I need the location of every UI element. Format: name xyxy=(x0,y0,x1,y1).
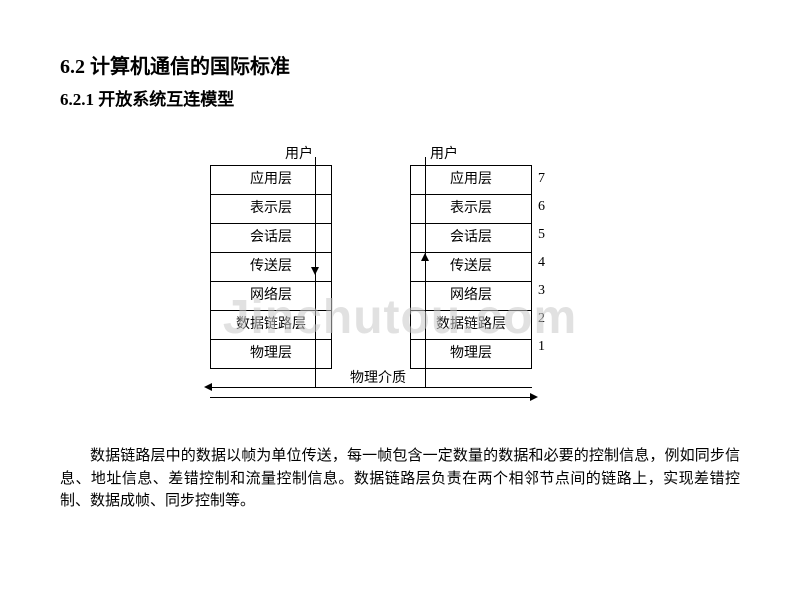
layer-number: 3 xyxy=(538,283,552,299)
layer-cell: 网络层 xyxy=(411,282,531,311)
layer-number: 7 xyxy=(538,171,552,187)
user-label-right: 用户 xyxy=(430,143,458,163)
layer-number: 4 xyxy=(538,255,552,271)
arrow-left-icon xyxy=(204,383,212,391)
osi-diagram: 用户 用户 应用层 表示层 会话层 传送层 网络层 数据链路层 物理层 应用层 … xyxy=(200,135,600,415)
medium-line xyxy=(210,387,532,388)
arrow-line xyxy=(315,157,316,362)
layer-number: 6 xyxy=(538,199,552,215)
layer-cell: 表示层 xyxy=(211,195,331,224)
connector-line xyxy=(315,362,316,388)
arrow-right-icon xyxy=(530,393,538,401)
layer-cell: 表示层 xyxy=(411,195,531,224)
layer-cell: 会话层 xyxy=(211,224,331,253)
subsection-heading: 6.2.1 开放系统互连模型 xyxy=(60,85,740,110)
layer-number: 5 xyxy=(538,227,552,243)
arrow-up-icon xyxy=(421,253,429,261)
layer-cell: 传送层 xyxy=(411,253,531,282)
body-paragraph: 数据链路层中的数据以帧为单位传送，每一帧包含一定数量的数据和必要的控制信息，例如… xyxy=(60,445,740,513)
osi-stack-right: 应用层 表示层 会话层 传送层 网络层 数据链路层 物理层 xyxy=(410,165,532,369)
layer-cell: 数据链路层 xyxy=(411,311,531,340)
layer-number: 1 xyxy=(538,339,552,355)
arrow-down-icon xyxy=(311,267,319,275)
layer-number: 2 xyxy=(538,311,552,327)
layer-cell: 数据链路层 xyxy=(211,311,331,340)
connector-line xyxy=(425,362,426,388)
layer-cell: 应用层 xyxy=(211,166,331,195)
layer-cell: 物理层 xyxy=(211,340,331,368)
user-label-left: 用户 xyxy=(285,143,313,163)
osi-diagram-container: 用户 用户 应用层 表示层 会话层 传送层 网络层 数据链路层 物理层 应用层 … xyxy=(60,135,740,415)
section-heading: 6.2 计算机通信的国际标准 xyxy=(60,50,740,79)
medium-line xyxy=(210,397,532,398)
physical-medium-label: 物理介质 xyxy=(350,367,406,387)
layer-cell: 会话层 xyxy=(411,224,531,253)
layer-cell: 物理层 xyxy=(411,340,531,368)
layer-cell: 网络层 xyxy=(211,282,331,311)
layer-cell: 应用层 xyxy=(411,166,531,195)
